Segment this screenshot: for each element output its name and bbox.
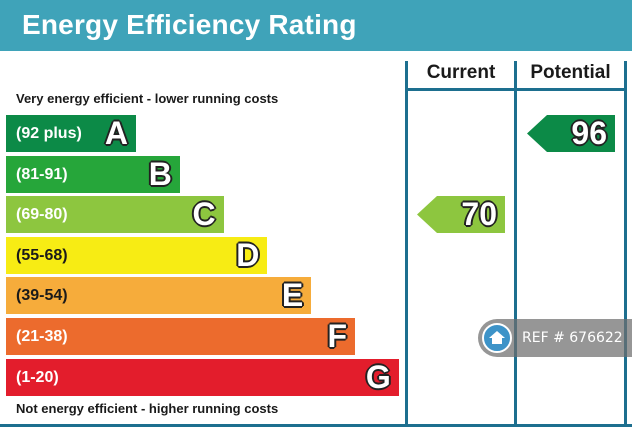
band-b: (81-91) B — [6, 155, 180, 193]
column-header-potential: Potential — [530, 62, 611, 83]
band-d: (55-68) D — [6, 236, 268, 274]
band-range-label: (21-38) — [16, 328, 68, 345]
rating-arrow-potential: 96 — [527, 115, 615, 152]
home-icon — [482, 323, 512, 353]
band-range-label: (92 plus) — [16, 125, 82, 142]
frame-line-mid — [514, 61, 517, 426]
rating-value: 96 — [571, 115, 607, 151]
rating-arrow-fill — [417, 196, 505, 234]
band-c: (69-80) C — [6, 196, 224, 234]
frame-line-header — [405, 88, 627, 91]
frame-line-left — [405, 61, 408, 426]
frame-line-bottom — [0, 424, 632, 427]
band-a: (92 plus) A — [6, 115, 136, 152]
rating-arrow-shape — [527, 115, 615, 152]
column-header-current: Current — [426, 62, 496, 83]
band-g: (1-20) G — [6, 358, 399, 396]
band-letter: D — [236, 236, 260, 273]
band-range-label: (81-91) — [16, 165, 68, 183]
band-range-label: (69-80) — [16, 206, 68, 224]
caption-bottom: Not energy efficient - higher running co… — [16, 401, 279, 416]
band-range-label: (39-54) — [16, 287, 68, 305]
band-range-label: (55-68) — [16, 246, 68, 264]
band-letter: C — [192, 196, 216, 233]
band-f: (21-38) F — [6, 318, 355, 355]
rating-arrow-shape — [417, 196, 505, 234]
band-letter: E — [281, 277, 304, 314]
band-range-label: (1-20) — [16, 368, 59, 386]
header-bar: Energy Efficiency Rating — [0, 0, 632, 51]
band-letter: A — [104, 115, 128, 151]
band-e: (39-54) E — [6, 277, 312, 315]
reference-number: REF # 676622 — [522, 330, 623, 346]
reference-watermark: REF # 676622 — [478, 319, 632, 357]
band-letter: B — [148, 155, 172, 192]
rating-value: 70 — [461, 196, 497, 233]
band-letter: F — [327, 318, 347, 354]
rating-arrow-fill — [527, 115, 615, 152]
rating-arrow-current: 70 — [417, 196, 505, 234]
caption-top: Very energy efficient - lower running co… — [16, 91, 279, 106]
page-title: Energy Efficiency Rating — [22, 9, 357, 40]
band-letter: G — [365, 358, 391, 395]
frame-line-right — [624, 61, 627, 426]
